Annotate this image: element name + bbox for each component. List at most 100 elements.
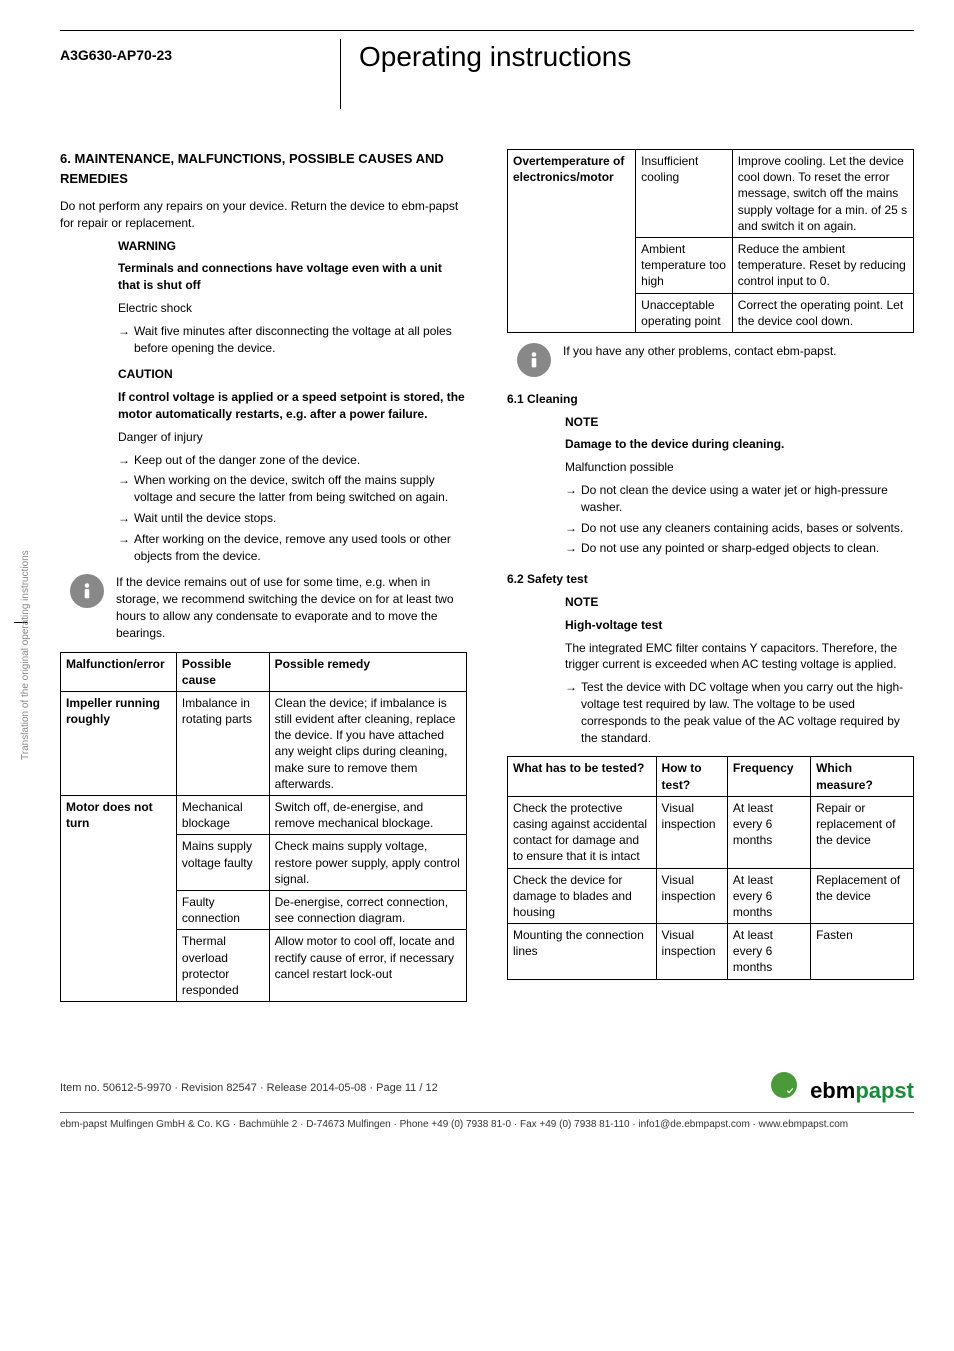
note-item-text: Do not use any pointed or sharp-edged ob…: [581, 540, 914, 557]
table-cell: Mechanical blockage: [176, 796, 269, 835]
caution-block: CAUTION If control voltage is applied or…: [118, 366, 467, 564]
safety-table: What has to be tested? How to test? Freq…: [507, 756, 914, 979]
caution-item-text: Wait until the device stops.: [134, 510, 467, 527]
table-cell: Thermal overload protector responded: [176, 930, 269, 1002]
table-row: Motor does not turn Mechanical blockage …: [61, 796, 467, 835]
footer-rule: [60, 1112, 914, 1113]
table-cell: Check the device for damage to blades an…: [508, 868, 657, 924]
table-cell: Imbalance in rotating parts: [176, 691, 269, 795]
logo-ebm: ebm: [810, 1078, 855, 1103]
table-cell: Overtemperature of electronics/motor: [508, 150, 636, 333]
table-cell: Check mains supply voltage, restore powe…: [269, 835, 466, 891]
table-cell: Allow motor to cool off, locate and rect…: [269, 930, 466, 1002]
right-column: Overtemperature of electronics/motor Ins…: [507, 149, 914, 1012]
overtemp-table: Overtemperature of electronics/motor Ins…: [507, 149, 914, 333]
table-row: Mounting the connection lines Visual ins…: [508, 924, 914, 980]
caution-item: →Wait until the device stops.: [118, 510, 467, 527]
note-text: The integrated EMC filter contains Y cap…: [565, 640, 914, 674]
warning-label: WARNING: [118, 238, 467, 255]
info-note-1: If the device remains out of use for som…: [60, 574, 467, 641]
note-item: →Test the device with DC voltage when yo…: [565, 679, 914, 746]
warning-block: WARNING Terminals and connections have v…: [118, 238, 467, 357]
arrow-icon: →: [118, 452, 134, 469]
table-cell: Visual inspection: [656, 868, 727, 924]
arrow-icon: →: [118, 472, 134, 506]
note-item-text: Do not clean the device using a water je…: [581, 482, 914, 516]
info-icon: [70, 574, 104, 608]
side-text: Translation of the original operating in…: [20, 550, 31, 760]
caution-sub: Danger of injury: [118, 429, 467, 446]
header: A3G630-AP70-23 Operating instructions: [60, 39, 914, 109]
top-rule: [60, 30, 914, 31]
note-bold: High-voltage test: [565, 617, 914, 634]
table-header: What has to be tested?: [508, 757, 657, 796]
caution-item: →When working on the device, switch off …: [118, 472, 467, 506]
table-header: How to test?: [656, 757, 727, 796]
safety-note: NOTE High-voltage test The integrated EM…: [565, 594, 914, 746]
section-62-heading: 6.2 Safety test: [507, 571, 914, 588]
arrow-icon: →: [565, 482, 581, 516]
caution-item-text: Keep out of the danger zone of the devic…: [134, 452, 467, 469]
logo-papst: papst: [855, 1078, 914, 1103]
page: A3G630-AP70-23 Operating instructions Tr…: [0, 0, 954, 1150]
warning-sub: Electric shock: [118, 300, 467, 317]
note-sub: Malfunction possible: [565, 459, 914, 476]
document-title: Operating instructions: [359, 39, 631, 73]
arrow-icon: →: [565, 679, 581, 746]
table-cell: Impeller running roughly: [61, 691, 177, 795]
table-cell: Replacement of the device: [811, 868, 914, 924]
table-header: Possible cause: [176, 652, 269, 691]
caution-bold: If control voltage is applied or a speed…: [118, 389, 467, 423]
table-header: Which measure?: [811, 757, 914, 796]
table-cell: Correct the operating point. Let the dev…: [732, 293, 913, 332]
caution-label: CAUTION: [118, 366, 467, 383]
arrow-icon: →: [118, 531, 134, 565]
table-cell: Visual inspection: [656, 924, 727, 980]
table-cell: Fasten: [811, 924, 914, 980]
info-note-2: If you have any other problems, contact …: [507, 343, 914, 377]
table-cell: Improve cooling. Let the device cool dow…: [732, 150, 913, 238]
table-header: Frequency: [727, 757, 810, 796]
table-cell: Check the protective casing against acci…: [508, 796, 657, 868]
warning-item-text: Wait five minutes after disconnecting th…: [134, 323, 467, 357]
note-item-text: Test the device with DC voltage when you…: [581, 679, 914, 746]
caution-item-text: When working on the device, switch off t…: [134, 472, 467, 506]
table-header: Malfunction/error: [61, 652, 177, 691]
table-header: Possible remedy: [269, 652, 466, 691]
malfunction-table: Malfunction/error Possible cause Possibl…: [60, 652, 467, 1003]
note-label: NOTE: [565, 594, 914, 611]
table-row: Overtemperature of electronics/motor Ins…: [508, 150, 914, 238]
caution-item: →After working on the device, remove any…: [118, 531, 467, 565]
ebmpapst-logo: ebmpapst: [810, 1078, 914, 1103]
arrow-icon: →: [565, 520, 581, 537]
info-text: If the device remains out of use for som…: [116, 574, 467, 641]
note-label: NOTE: [565, 414, 914, 431]
table-cell: Unacceptable operating point: [636, 293, 733, 332]
note-bold: Damage to the device during cleaning.: [565, 436, 914, 453]
table-cell: At least every 6 months: [727, 796, 810, 868]
note-item: →Do not use any cleaners containing acid…: [565, 520, 914, 537]
table-cell: Clean the device; if imbalance is still …: [269, 691, 466, 795]
table-cell: Insufficient cooling: [636, 150, 733, 238]
content-columns: 6. MAINTENANCE, MALFUNCTIONS, POSSIBLE C…: [60, 149, 914, 1012]
footer-address: ebm-papst Mulfingen GmbH & Co. KG · Bach…: [60, 1119, 914, 1130]
note-item-text: Do not use any cleaners containing acids…: [581, 520, 914, 537]
footer-meta-text: Item no. 50612-5-9970 · Revision 82547 ·…: [60, 1082, 438, 1094]
left-column: 6. MAINTENANCE, MALFUNCTIONS, POSSIBLE C…: [60, 149, 467, 1012]
note-item: →Do not use any pointed or sharp-edged o…: [565, 540, 914, 557]
warning-item: → Wait five minutes after disconnecting …: [118, 323, 467, 357]
section-6-heading: 6. MAINTENANCE, MALFUNCTIONS, POSSIBLE C…: [60, 149, 467, 188]
caution-item: →Keep out of the danger zone of the devi…: [118, 452, 467, 469]
table-cell: De-energise, correct connection, see con…: [269, 890, 466, 929]
note-item: →Do not clean the device using a water j…: [565, 482, 914, 516]
table-cell: Motor does not turn: [61, 796, 177, 1002]
table-row: Check the protective casing against acci…: [508, 796, 914, 868]
product-code: A3G630-AP70-23: [60, 39, 340, 63]
table-cell: At least every 6 months: [727, 924, 810, 980]
section-61-heading: 6.1 Cleaning: [507, 391, 914, 408]
header-divider: [340, 39, 341, 109]
table-cell: Faulty connection: [176, 890, 269, 929]
table-cell: Mains supply voltage faulty: [176, 835, 269, 891]
info-text: If you have any other problems, contact …: [563, 343, 914, 360]
arrow-icon: →: [118, 323, 134, 357]
